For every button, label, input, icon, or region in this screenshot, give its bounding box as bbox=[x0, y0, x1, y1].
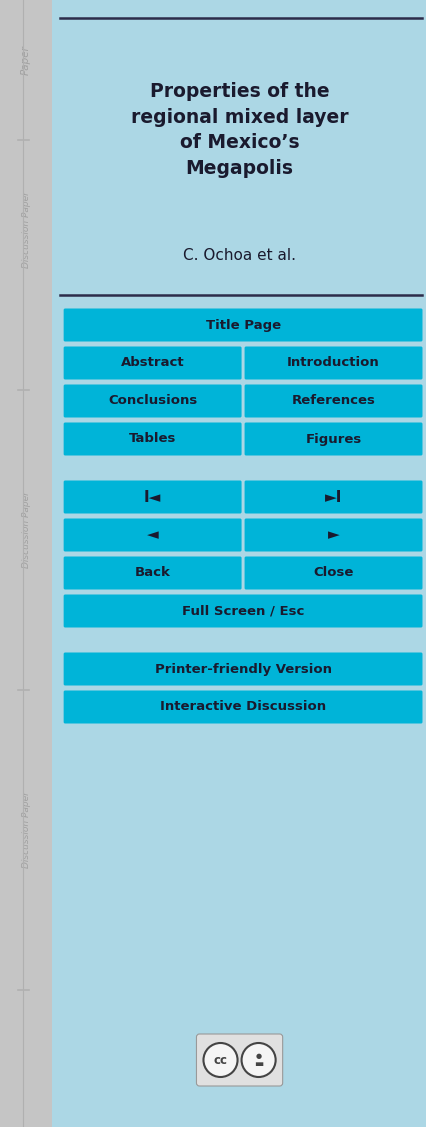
FancyBboxPatch shape bbox=[63, 480, 241, 514]
Text: Title Page: Title Page bbox=[205, 319, 280, 331]
Text: ◄: ◄ bbox=[147, 527, 158, 542]
FancyBboxPatch shape bbox=[244, 423, 421, 455]
Text: C. Ochoa et al.: C. Ochoa et al. bbox=[183, 248, 295, 263]
Text: I◄: I◄ bbox=[144, 489, 161, 505]
Text: Discussion Paper: Discussion Paper bbox=[21, 791, 31, 869]
Text: Full Screen / Esc: Full Screen / Esc bbox=[181, 604, 304, 618]
Text: ►: ► bbox=[327, 527, 339, 542]
FancyBboxPatch shape bbox=[244, 384, 421, 417]
Text: References: References bbox=[291, 394, 374, 408]
FancyBboxPatch shape bbox=[63, 595, 421, 628]
Text: Discussion Paper: Discussion Paper bbox=[21, 491, 31, 568]
Circle shape bbox=[241, 1042, 275, 1077]
FancyBboxPatch shape bbox=[244, 518, 421, 551]
Text: Interactive Discussion: Interactive Discussion bbox=[160, 701, 325, 713]
Text: ►I: ►I bbox=[324, 489, 341, 505]
FancyBboxPatch shape bbox=[63, 309, 421, 341]
Bar bbox=[52, 0, 426, 1127]
FancyBboxPatch shape bbox=[196, 1033, 282, 1086]
FancyBboxPatch shape bbox=[63, 518, 241, 551]
FancyBboxPatch shape bbox=[244, 480, 421, 514]
FancyBboxPatch shape bbox=[244, 346, 421, 380]
Text: Printer-friendly Version: Printer-friendly Version bbox=[154, 663, 331, 675]
Text: Properties of the
regional mixed layer
of Mexico’s
Megapolis: Properties of the regional mixed layer o… bbox=[130, 82, 348, 178]
Text: ●: ● bbox=[255, 1053, 261, 1059]
Circle shape bbox=[203, 1042, 237, 1077]
Text: Conclusions: Conclusions bbox=[108, 394, 197, 408]
Text: Paper: Paper bbox=[21, 45, 31, 74]
FancyBboxPatch shape bbox=[63, 384, 241, 417]
Text: cc: cc bbox=[213, 1054, 227, 1066]
FancyBboxPatch shape bbox=[63, 346, 241, 380]
FancyBboxPatch shape bbox=[63, 653, 421, 685]
FancyBboxPatch shape bbox=[63, 423, 241, 455]
Text: Discussion Paper: Discussion Paper bbox=[21, 192, 31, 268]
Text: Tables: Tables bbox=[129, 433, 176, 445]
Text: ▬: ▬ bbox=[253, 1059, 262, 1070]
Text: Back: Back bbox=[134, 567, 170, 579]
Text: Abstract: Abstract bbox=[121, 356, 184, 370]
Text: Introduction: Introduction bbox=[286, 356, 379, 370]
FancyBboxPatch shape bbox=[244, 557, 421, 589]
FancyBboxPatch shape bbox=[63, 557, 241, 589]
Text: Figures: Figures bbox=[305, 433, 361, 445]
Text: Close: Close bbox=[313, 567, 353, 579]
FancyBboxPatch shape bbox=[63, 691, 421, 724]
